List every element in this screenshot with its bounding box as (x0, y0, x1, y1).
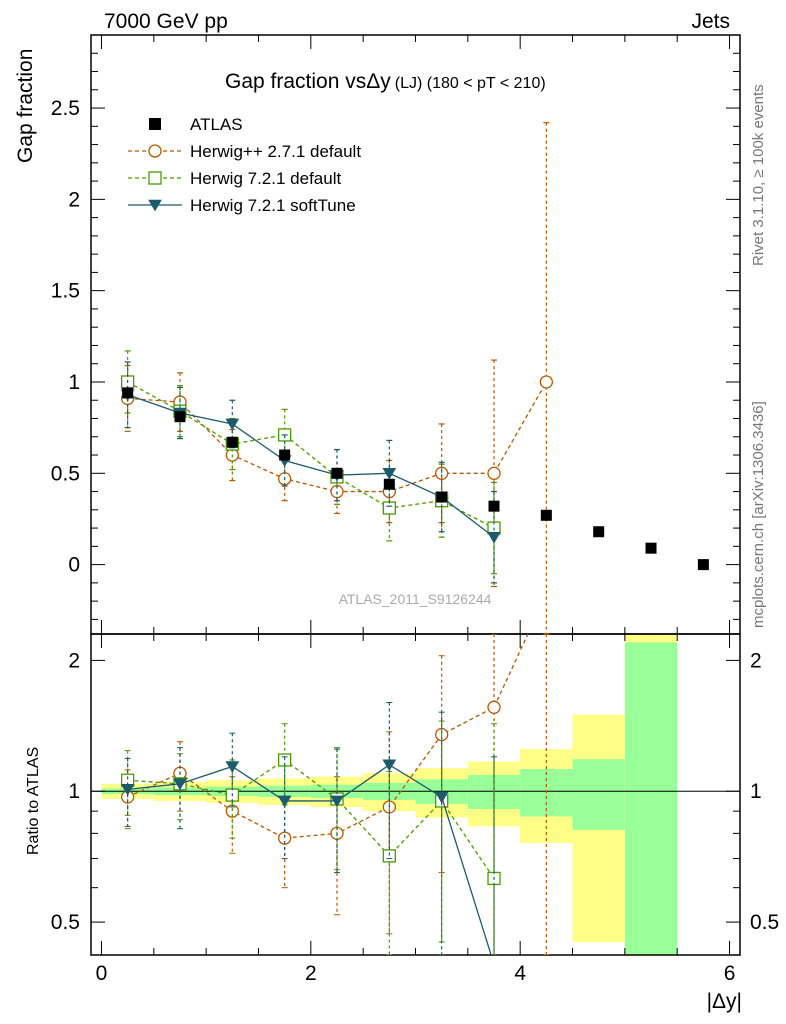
ratio-series-line (127, 764, 492, 955)
data-point (382, 467, 397, 480)
atlas-data-point (122, 387, 134, 399)
data-point (330, 795, 344, 808)
ratio-band-inner (624, 642, 678, 955)
data-point (434, 791, 449, 804)
legend-label: Herwig++ 2.7.1 default (190, 142, 361, 161)
data-point (277, 795, 292, 808)
plot-title-sub: (LJ) (180 < pT < 210) (395, 75, 546, 92)
data-point (225, 804, 239, 818)
data-point (487, 700, 501, 714)
plot-title-main: Gap fraction vsΔy (225, 70, 391, 93)
y-tick-label: 0 (68, 554, 80, 577)
ratio-series (120, 720, 501, 955)
upper-plot-frame (90, 34, 741, 635)
analysis-watermark: ATLAS_2011_S9126244 (339, 591, 492, 607)
header-left: 7000 GeV pp (104, 10, 228, 33)
upper-y-axis-label: Gap fraction (14, 49, 37, 163)
series-line (127, 381, 495, 529)
atlas-data-point (540, 509, 552, 521)
ratio-plot-frame (90, 633, 741, 956)
ratio-series-line (127, 759, 495, 879)
x-tick-label: 0 (96, 962, 108, 985)
atlas-data-point (279, 449, 291, 461)
y-tick-label: 1.5 (51, 280, 80, 303)
legend-label: Herwig 7.2.1 default (190, 169, 341, 188)
ratio-y-tick-label: 1 (68, 780, 80, 803)
data-point (225, 761, 240, 773)
ratio-y-tick-label-right: 0.5 (750, 911, 779, 934)
atlas-data-point (593, 526, 605, 538)
atlas-data-point (174, 411, 186, 423)
x-axis-label: |Δy| (707, 990, 742, 1013)
mcplots-reference: mcplots.cern.ch [arXiv:1306.3436] (750, 401, 767, 628)
data-point (487, 466, 501, 480)
legend-label: Herwig 7.2.1 softTune (190, 196, 356, 215)
atlas-data-point (226, 436, 238, 448)
ratio-y-tick-label: 0.5 (51, 911, 80, 934)
data-point (382, 849, 396, 863)
data-point (382, 759, 397, 772)
x-tick-label: 6 (724, 962, 736, 985)
header-right: Jets (691, 10, 730, 33)
ratio-y-tick-label-right: 1 (750, 780, 762, 803)
data-point (539, 375, 553, 389)
y-tick-label: 1 (68, 371, 80, 394)
x-tick-label: 2 (305, 962, 317, 985)
legend-marker (148, 171, 162, 185)
y-tick-label: 0.5 (51, 462, 80, 485)
rivet-version-note: Rivet 3.1.10, ≥ 100k events (750, 84, 767, 266)
data-point (278, 831, 292, 845)
atlas-data-point (697, 559, 709, 571)
data-point (382, 501, 396, 515)
legend: ATLAS Herwig++ 2.7.1 default Herwig 7.2.1 … (128, 115, 361, 215)
data-point (435, 466, 449, 480)
x-tick-label: 4 (514, 962, 526, 985)
legend-label-atlas: ATLAS (190, 115, 243, 134)
atlas-data-point (436, 491, 448, 503)
plot-title: Gap fraction vsΔy (LJ) (180 < pT < 210) (225, 70, 546, 93)
data-point (225, 418, 240, 431)
legend-marker (148, 199, 162, 212)
ratio-band-inner (572, 759, 625, 830)
series-line (127, 394, 495, 538)
legend-marker-atlas (149, 118, 161, 130)
data-point (173, 778, 187, 791)
atlas-data-point (383, 478, 395, 490)
ratio-series (120, 702, 498, 955)
ratio-y-axis-label: Ratio to ATLAS (25, 747, 42, 855)
ratio-y-tick-label-right: 2 (750, 649, 762, 672)
atlas-data-point (488, 500, 500, 512)
y-tick-label: 2.5 (51, 97, 80, 120)
data-point (120, 784, 135, 796)
legend-marker (148, 144, 162, 158)
atlas-data-point (331, 467, 343, 479)
data-point (487, 531, 501, 544)
ratio-y-tick-label: 2 (68, 649, 80, 672)
y-tick-label: 2 (68, 188, 80, 211)
atlas-data-point (645, 542, 657, 554)
